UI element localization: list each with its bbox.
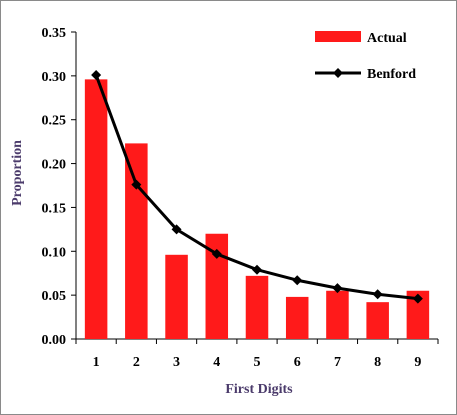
bar-actual-7 <box>326 290 349 339</box>
benford-marker-1 <box>91 69 102 80</box>
benford-marker-4 <box>211 248 222 259</box>
y-axis-title: Proportion <box>10 140 25 206</box>
bar-actual-1 <box>84 79 108 339</box>
benford-marker-5 <box>252 264 262 275</box>
line-series <box>91 69 423 304</box>
benford-marker-7 <box>332 283 343 294</box>
x-tick-label: 9 <box>414 355 421 370</box>
benford-marker-8 <box>372 289 383 300</box>
legend-label-actual: Actual <box>367 31 407 46</box>
x-tick-label: 6 <box>294 355 301 370</box>
bar-actual-9 <box>406 290 430 339</box>
x-tick-label: 8 <box>374 355 381 370</box>
legend-label-benford: Benford <box>367 67 416 82</box>
bar-actual-5 <box>245 275 269 339</box>
legend: Actual Benford <box>315 31 416 82</box>
y-tick-label: 0.30 <box>42 70 67 85</box>
x-tick-label: 4 <box>213 355 220 370</box>
y-tick-label: 0.15 <box>42 201 67 216</box>
bar-actual-6 <box>285 296 309 339</box>
x-axis-title: First Digits <box>225 382 293 397</box>
y-tick-label: 0.10 <box>42 245 67 260</box>
x-tick-label: 3 <box>173 355 180 370</box>
y-tick-label: 0.20 <box>42 158 67 173</box>
benford-marker-2 <box>131 179 142 190</box>
bar-actual-3 <box>165 254 188 339</box>
bar-series <box>84 79 430 339</box>
tick-labels: 0.00 0.05 0.10 0.15 0.20 0.25 0.30 0.35 1 2 3 4 5 6 7 8… <box>42 26 422 370</box>
x-tick-label: 7 <box>334 355 341 370</box>
benford-marker-9 <box>412 293 423 304</box>
x-tick-label: 2 <box>133 355 140 370</box>
bar-actual-8 <box>366 302 389 339</box>
y-tick-label: 0.00 <box>42 333 67 348</box>
bar-actual-2 <box>125 143 148 339</box>
legend-swatch-actual <box>315 31 361 42</box>
x-tick-label: 1 <box>93 355 100 370</box>
y-tick-label: 0.35 <box>42 26 67 41</box>
benford-marker-6 <box>292 275 303 286</box>
x-tick-label: 5 <box>254 355 261 370</box>
y-tick-label: 0.25 <box>42 114 67 129</box>
bar-actual-4 <box>205 233 229 339</box>
benford-marker-3 <box>171 224 182 235</box>
legend-marker-benford <box>333 68 343 78</box>
y-tick-label: 0.05 <box>42 289 67 304</box>
